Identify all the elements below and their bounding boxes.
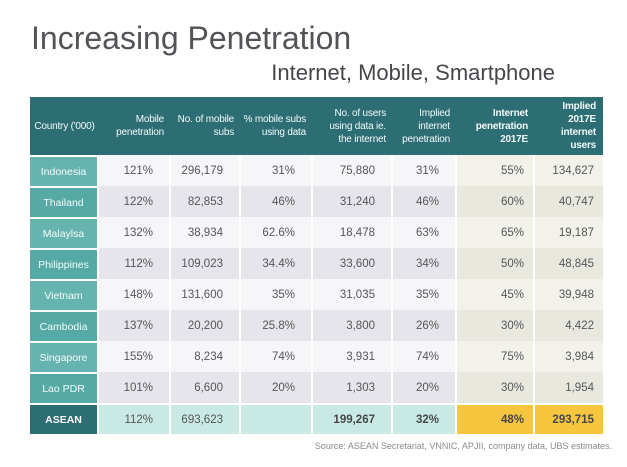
table-cell: 3,931 (313, 341, 393, 372)
country-cell: Vietnam (30, 279, 99, 310)
table-cell: 63% (393, 217, 457, 248)
asean-label-cell: ASEAN (30, 403, 99, 434)
table-cell: 65% (457, 217, 535, 248)
country-cell: Singapore (30, 341, 99, 372)
table-cell: 134,627 (535, 155, 603, 186)
table-cell: 20,200 (171, 310, 241, 341)
table-cell: 1,954 (535, 372, 603, 403)
table-cell: 6,600 (171, 372, 241, 403)
column-header-no-of-mobile-subs: No. of mobile subs (171, 97, 241, 155)
table-cell: 3,984 (535, 341, 603, 372)
table-cell: 34% (393, 248, 457, 279)
table-cell: 60% (457, 186, 535, 217)
table-cell: 18,478 (313, 217, 393, 248)
table-cell: 50% (457, 248, 535, 279)
table-cell: 30% (457, 310, 535, 341)
column-header-implied-2017e-internet-users: Implied 2017E internet users (535, 97, 603, 155)
table-cell: 48,845 (535, 248, 603, 279)
country-cell: Philippines (30, 248, 99, 279)
country-cell: Cambodia (30, 310, 99, 341)
country-cell: Malaylsa (30, 217, 99, 248)
table-row-indonesia: Indonesia 121% 296,179 31% 75,880 31% 55… (30, 155, 603, 186)
table-cell: 46% (393, 186, 457, 217)
column-header-country: Country ('000) (30, 97, 99, 155)
country-cell: Thailand (30, 186, 99, 217)
table-cell: 4,422 (535, 310, 603, 341)
column-header-internet-penetration-2017e: Internet penetration 2017E (457, 97, 535, 155)
table-cell: 101% (99, 372, 171, 403)
table-cell: 693,623 (171, 403, 241, 434)
column-header-users-using-data: No. of users using data ie. the internet (313, 97, 393, 155)
table-cell: 112% (99, 403, 171, 434)
source-note: Source: ASEAN Secretariat, VNNIC, APJII,… (314, 441, 612, 451)
table-cell: 31% (393, 155, 457, 186)
column-header-implied-internet-penetration: Implied internet penetration (393, 97, 457, 155)
table-cell: 40,747 (535, 186, 603, 217)
table-cell: 31% (241, 155, 313, 186)
page-title: Increasing Penetration (31, 20, 352, 56)
table-cell: 3,800 (313, 310, 393, 341)
table-cell: 45% (457, 279, 535, 310)
table-cell: 38,934 (171, 217, 241, 248)
table-row-vietnam: Vietnam 148% 131,600 35% 31,035 35% 45% … (30, 279, 603, 310)
country-cell: Lao PDR (30, 372, 99, 403)
table-row-philippines: Philippines 112% 109,023 34.4% 33,600 34… (30, 248, 603, 279)
table-cell: 33,600 (313, 248, 393, 279)
table-cell: 112% (99, 248, 171, 279)
table-cell: 121% (99, 155, 171, 186)
table-cell: 39,948 (535, 279, 603, 310)
table-cell: 1,303 (313, 372, 393, 403)
country-cell: Indonesia (30, 155, 99, 186)
table-cell: 148% (99, 279, 171, 310)
table-cell: 74% (393, 341, 457, 372)
table-cell: 48% (457, 403, 535, 434)
table-cell: 293,715 (535, 403, 603, 434)
table-cell: 25.8% (241, 310, 313, 341)
table-cell: 20% (393, 372, 457, 403)
penetration-table: Country ('000) Mobile penetration No. of… (30, 97, 603, 434)
table-cell: 82,853 (171, 186, 241, 217)
table-cell: 8,234 (171, 341, 241, 372)
table-cell: 20% (241, 372, 313, 403)
table-cell: 55% (457, 155, 535, 186)
table-row-lao-pdr: Lao PDR 101% 6,600 20% 1,303 20% 30% 1,9… (30, 372, 603, 403)
table-cell: 75,880 (313, 155, 393, 186)
table-cell: 199,267 (313, 403, 393, 434)
table-cell: 131,600 (171, 279, 241, 310)
column-header-mobile-penetration: Mobile penetration (99, 97, 171, 155)
table-cell: 296,179 (171, 155, 241, 186)
table-header-row: Country ('000) Mobile penetration No. of… (30, 97, 603, 155)
table-row-singapore: Singapore 155% 8,234 74% 3,931 74% 75% 3… (30, 341, 603, 372)
table-cell: 132% (99, 217, 171, 248)
table-cell: 32% (393, 403, 457, 434)
table-cell: 31,240 (313, 186, 393, 217)
table-cell: 137% (99, 310, 171, 341)
table-cell (241, 403, 313, 434)
table-cell: 30% (457, 372, 535, 403)
page-subtitle: Internet, Mobile, Smartphone (271, 60, 555, 85)
table-cell: 74% (241, 341, 313, 372)
table-cell: 75% (457, 341, 535, 372)
table-cell: 19,187 (535, 217, 603, 248)
table-cell: 34.4% (241, 248, 313, 279)
asean-total-row: ASEAN 112% 693,623 199,267 32% 48% 293,7… (30, 403, 603, 434)
table-cell: 122% (99, 186, 171, 217)
table-cell: 109,023 (171, 248, 241, 279)
table-row-cambodia: Cambodia 137% 20,200 25.8% 3,800 26% 30%… (30, 310, 603, 341)
table-cell: 155% (99, 341, 171, 372)
column-header-pct-mobile-subs-using-data: % mobile subs using data (241, 97, 313, 155)
table-cell: 26% (393, 310, 457, 341)
table-cell: 62.6% (241, 217, 313, 248)
table-cell: 35% (393, 279, 457, 310)
table-cell: 35% (241, 279, 313, 310)
table-cell: 46% (241, 186, 313, 217)
table-row-malaysia: Malaylsa 132% 38,934 62.6% 18,478 63% 65… (30, 217, 603, 248)
table-row-thailand: Thailand 122% 82,853 46% 31,240 46% 60% … (30, 186, 603, 217)
table-cell: 31,035 (313, 279, 393, 310)
